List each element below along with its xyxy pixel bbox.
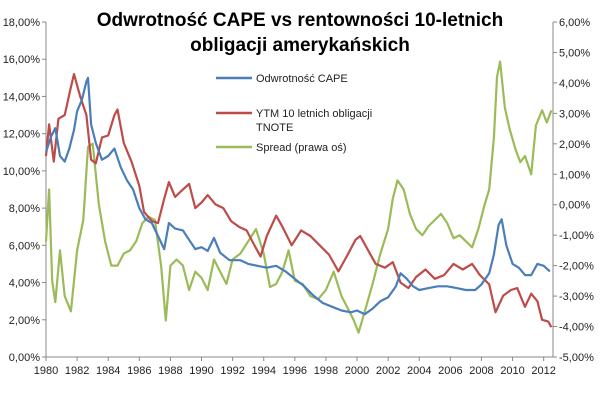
left-tick-label: 10,00% [3, 166, 41, 178]
left-tick-label: 2,00% [9, 315, 40, 327]
x-tick-label: 1982 [65, 365, 89, 377]
right-tick-label: -4,00% [559, 322, 594, 334]
left-tick-label: 4,00% [9, 278, 40, 290]
legend-label-1-1: TNOTE [256, 122, 293, 134]
left-tick-label: 16,00% [3, 54, 41, 66]
x-tick-label: 1980 [34, 365, 58, 377]
x-tick-label: 2002 [376, 365, 400, 377]
right-tick-label: 0,00% [559, 200, 590, 212]
x-tick-label: 1994 [251, 365, 275, 377]
left-tick-label: 14,00% [3, 91, 41, 103]
series-layer [44, 60, 553, 334]
right-tick-label: 1,00% [559, 169, 590, 181]
right-tick-label: 6,00% [559, 17, 590, 29]
right-tick-label: -5,00% [559, 352, 594, 364]
series-line-1 [44, 73, 553, 328]
right-tick-label: 4,00% [559, 78, 590, 90]
chart-title-line-1: Odwrotność CAPE vs rentowności 10-letnic… [97, 10, 503, 31]
right-tick-label: 3,00% [559, 108, 590, 120]
x-tick-label: 1988 [158, 365, 182, 377]
legend-label-1-0: YTM 10 letnich obligacji [256, 108, 372, 120]
x-tick-label: 1992 [220, 365, 244, 377]
right-tick-label: 2,00% [559, 139, 590, 151]
right-tick-label: -2,00% [559, 261, 594, 273]
x-tick-label: 2010 [500, 365, 524, 377]
left-tick-label: 6,00% [9, 240, 40, 252]
x-tick-label: 2004 [407, 365, 431, 377]
right-tick-label: 5,00% [559, 47, 590, 59]
left-tick-label: 12,00% [3, 129, 41, 141]
right-tick-label: -3,00% [559, 291, 594, 303]
left-tick-label: 8,00% [9, 203, 40, 215]
x-tick-label: 1986 [127, 365, 151, 377]
chart-title-line-2: obligacji amerykańskich [190, 35, 410, 56]
x-tick-label: 2008 [469, 365, 493, 377]
x-tick-label: 1990 [189, 365, 213, 377]
x-tick-label: 1996 [283, 365, 307, 377]
x-tick-label: 1984 [96, 365, 120, 377]
legend-label-2-0: Spread (prawa oś) [256, 142, 347, 154]
x-tick-label: 2000 [345, 365, 369, 377]
series-line-2 [44, 60, 553, 334]
x-tick-label: 2012 [531, 365, 555, 377]
x-tick-label: 1998 [314, 365, 338, 377]
right-tick-label: -1,00% [559, 230, 594, 242]
series-line-0 [44, 76, 551, 316]
legend-label-0-0: Odwrotność CAPE [256, 73, 348, 85]
legend: Odwrotność CAPE YTM 10 letnich obligacji T… [216, 73, 372, 154]
x-tick-label: 2006 [438, 365, 462, 377]
left-tick-label: 0,00% [9, 352, 40, 364]
axes: 0,00% 2,00% 4,00% 6,00% 8,00% 10,00% 12,00% 14,… [3, 17, 594, 377]
left-tick-label: 18,00% [3, 17, 41, 29]
